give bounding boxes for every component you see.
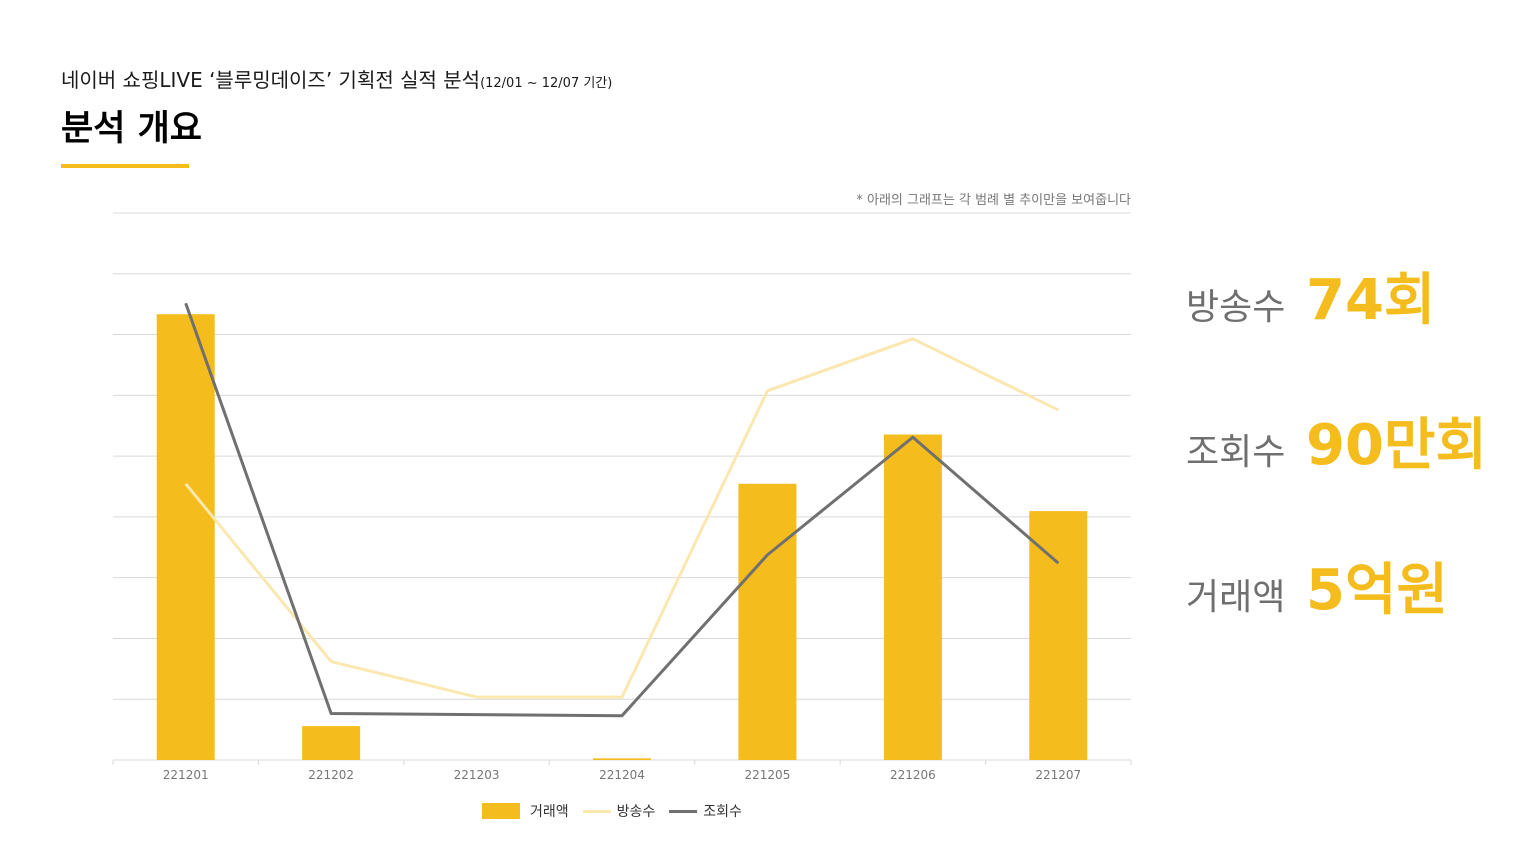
legend-label-broadcasts: 방송수	[616, 804, 656, 820]
bar-221207	[1029, 511, 1088, 760]
combo-chart: 221201 221202 221203 221204 221205 221206 2212…	[112, 212, 1132, 782]
legend-item-views: 조회수	[669, 801, 742, 821]
x-tick-label: 221201	[163, 768, 209, 782]
x-tick-label: 221204	[599, 768, 645, 782]
chart-note: * 아래의 그래프는 각 범례 별 추이만을 보여줍니다	[856, 193, 1131, 208]
legend-swatch-broadcasts	[582, 809, 611, 813]
report-subtitle: 네이버 쇼핑LIVE ‘블루밍데이즈’ 기획전 실적 분석(12/01 ~ 12…	[61, 64, 612, 93]
title-underline	[61, 164, 189, 168]
x-tick-label: 221202	[308, 768, 354, 782]
kpi-label-views: 조회수	[1186, 432, 1286, 473]
bar-221204	[593, 758, 651, 760]
x-tick-label: 221206	[890, 768, 936, 782]
x-tick-label: 221207	[1035, 768, 1081, 782]
bar-221201	[156, 314, 215, 760]
kpi-value-broadcasts: 74회	[1306, 268, 1436, 333]
kpi-transaction: 거래액 5억원	[1186, 545, 1448, 626]
chart-legend: 거래액 방송수 조회수	[482, 801, 756, 821]
kpi-value-transaction: 5억원	[1306, 558, 1449, 623]
legend-swatch-views	[669, 809, 698, 813]
legend-item-transaction: 거래액	[482, 801, 569, 821]
kpi-value-views: 90만회	[1306, 413, 1487, 478]
report-period: (12/01 ~ 12/07 기간)	[480, 76, 613, 91]
page-title: 분석 개요	[61, 109, 202, 149]
legend-swatch-transaction	[482, 803, 520, 819]
line-broadcasts	[184, 337, 1059, 699]
x-tick-label: 221205	[745, 768, 791, 782]
legend-label-transaction: 거래액	[530, 804, 569, 820]
legend-label-views: 조회수	[703, 804, 742, 820]
bar-221205	[738, 483, 797, 760]
kpi-views: 조회수 90만회	[1186, 400, 1487, 481]
kpi-label-broadcasts: 방송수	[1186, 287, 1286, 328]
x-tick-label: 221203	[454, 768, 500, 782]
legend-item-broadcasts: 방송수	[582, 801, 656, 821]
kpi-label-transaction: 거래액	[1186, 577, 1286, 618]
bar-221206	[883, 434, 942, 760]
report-subtitle-text: 네이버 쇼핑LIVE ‘블루밍데이즈’ 기획전 실적 분석	[61, 68, 481, 92]
bar-221202	[302, 726, 361, 760]
line-views	[184, 302, 1060, 718]
kpi-broadcasts: 방송수 74회	[1186, 255, 1435, 336]
